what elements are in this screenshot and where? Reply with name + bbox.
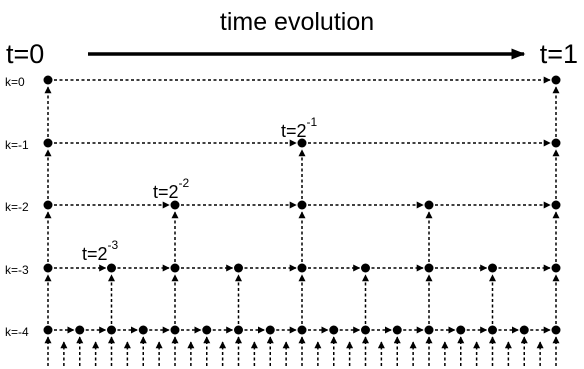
lattice-node bbox=[424, 325, 434, 335]
step-annotation-k-1-exponent: -1 bbox=[307, 115, 318, 129]
lattice-node bbox=[488, 263, 497, 273]
lattice-node bbox=[551, 75, 561, 85]
level-label-k-2: k=-2 bbox=[5, 200, 29, 214]
step-annotation-k-1: t=2-1 bbox=[281, 115, 318, 141]
lattice-node bbox=[170, 200, 180, 210]
lattice-node bbox=[297, 138, 307, 148]
lattice-node bbox=[234, 325, 243, 335]
lattice-node bbox=[551, 263, 561, 273]
lattice-node bbox=[107, 325, 116, 335]
level-label-k-4: k=-4 bbox=[5, 325, 29, 339]
lattice-node bbox=[297, 263, 307, 273]
lattice-node bbox=[519, 325, 529, 335]
lattice-node bbox=[170, 263, 180, 273]
lattice-node bbox=[297, 200, 307, 210]
lattice-node bbox=[361, 263, 370, 273]
t-end-label: t=1 bbox=[540, 39, 578, 69]
step-annotation-k-1-base: t=2 bbox=[281, 121, 307, 141]
lattice-node bbox=[551, 325, 561, 335]
lattice-node bbox=[297, 325, 307, 335]
step-annotation-k-2-exponent: -2 bbox=[179, 176, 190, 190]
level-label-k0: k=0 bbox=[5, 75, 25, 89]
nodes-layer bbox=[43, 75, 561, 335]
step-annotation-k-3: t=2-3 bbox=[82, 238, 119, 264]
lattice-node bbox=[43, 75, 53, 85]
lattice-node bbox=[170, 325, 180, 335]
step-annotation-k-3-exponent: -3 bbox=[108, 238, 119, 252]
step-annotation-k-2-base: t=2 bbox=[153, 182, 179, 202]
lattice-node bbox=[43, 138, 53, 148]
lattice-node bbox=[107, 263, 116, 273]
t-start-label: t=0 bbox=[6, 39, 44, 69]
lattice-node bbox=[456, 325, 466, 335]
lattice-node bbox=[392, 325, 402, 335]
lattice-node bbox=[265, 325, 275, 335]
level-label-k-3: k=-3 bbox=[5, 263, 29, 277]
lattice-node bbox=[43, 263, 53, 273]
lattice-node bbox=[43, 200, 53, 210]
lattice-node bbox=[551, 138, 561, 148]
lattice-node bbox=[43, 325, 53, 335]
step-annotation-k-3-base: t=2 bbox=[82, 244, 108, 264]
lattice-node bbox=[424, 263, 434, 273]
lattice-node bbox=[329, 325, 339, 335]
arrows-layer bbox=[44, 76, 560, 366]
lattice-node bbox=[551, 200, 561, 210]
title-label: time evolution bbox=[220, 8, 374, 36]
lattice-node bbox=[234, 263, 243, 273]
lattice-node bbox=[75, 325, 85, 335]
lattice-node bbox=[138, 325, 148, 335]
lattice-node bbox=[361, 325, 370, 335]
lattice-node bbox=[424, 200, 434, 210]
lattice-node bbox=[488, 325, 497, 335]
step-annotation-k-2: t=2-2 bbox=[153, 176, 190, 202]
lattice-node bbox=[202, 325, 212, 335]
level-label-k-1: k=-1 bbox=[5, 138, 29, 152]
